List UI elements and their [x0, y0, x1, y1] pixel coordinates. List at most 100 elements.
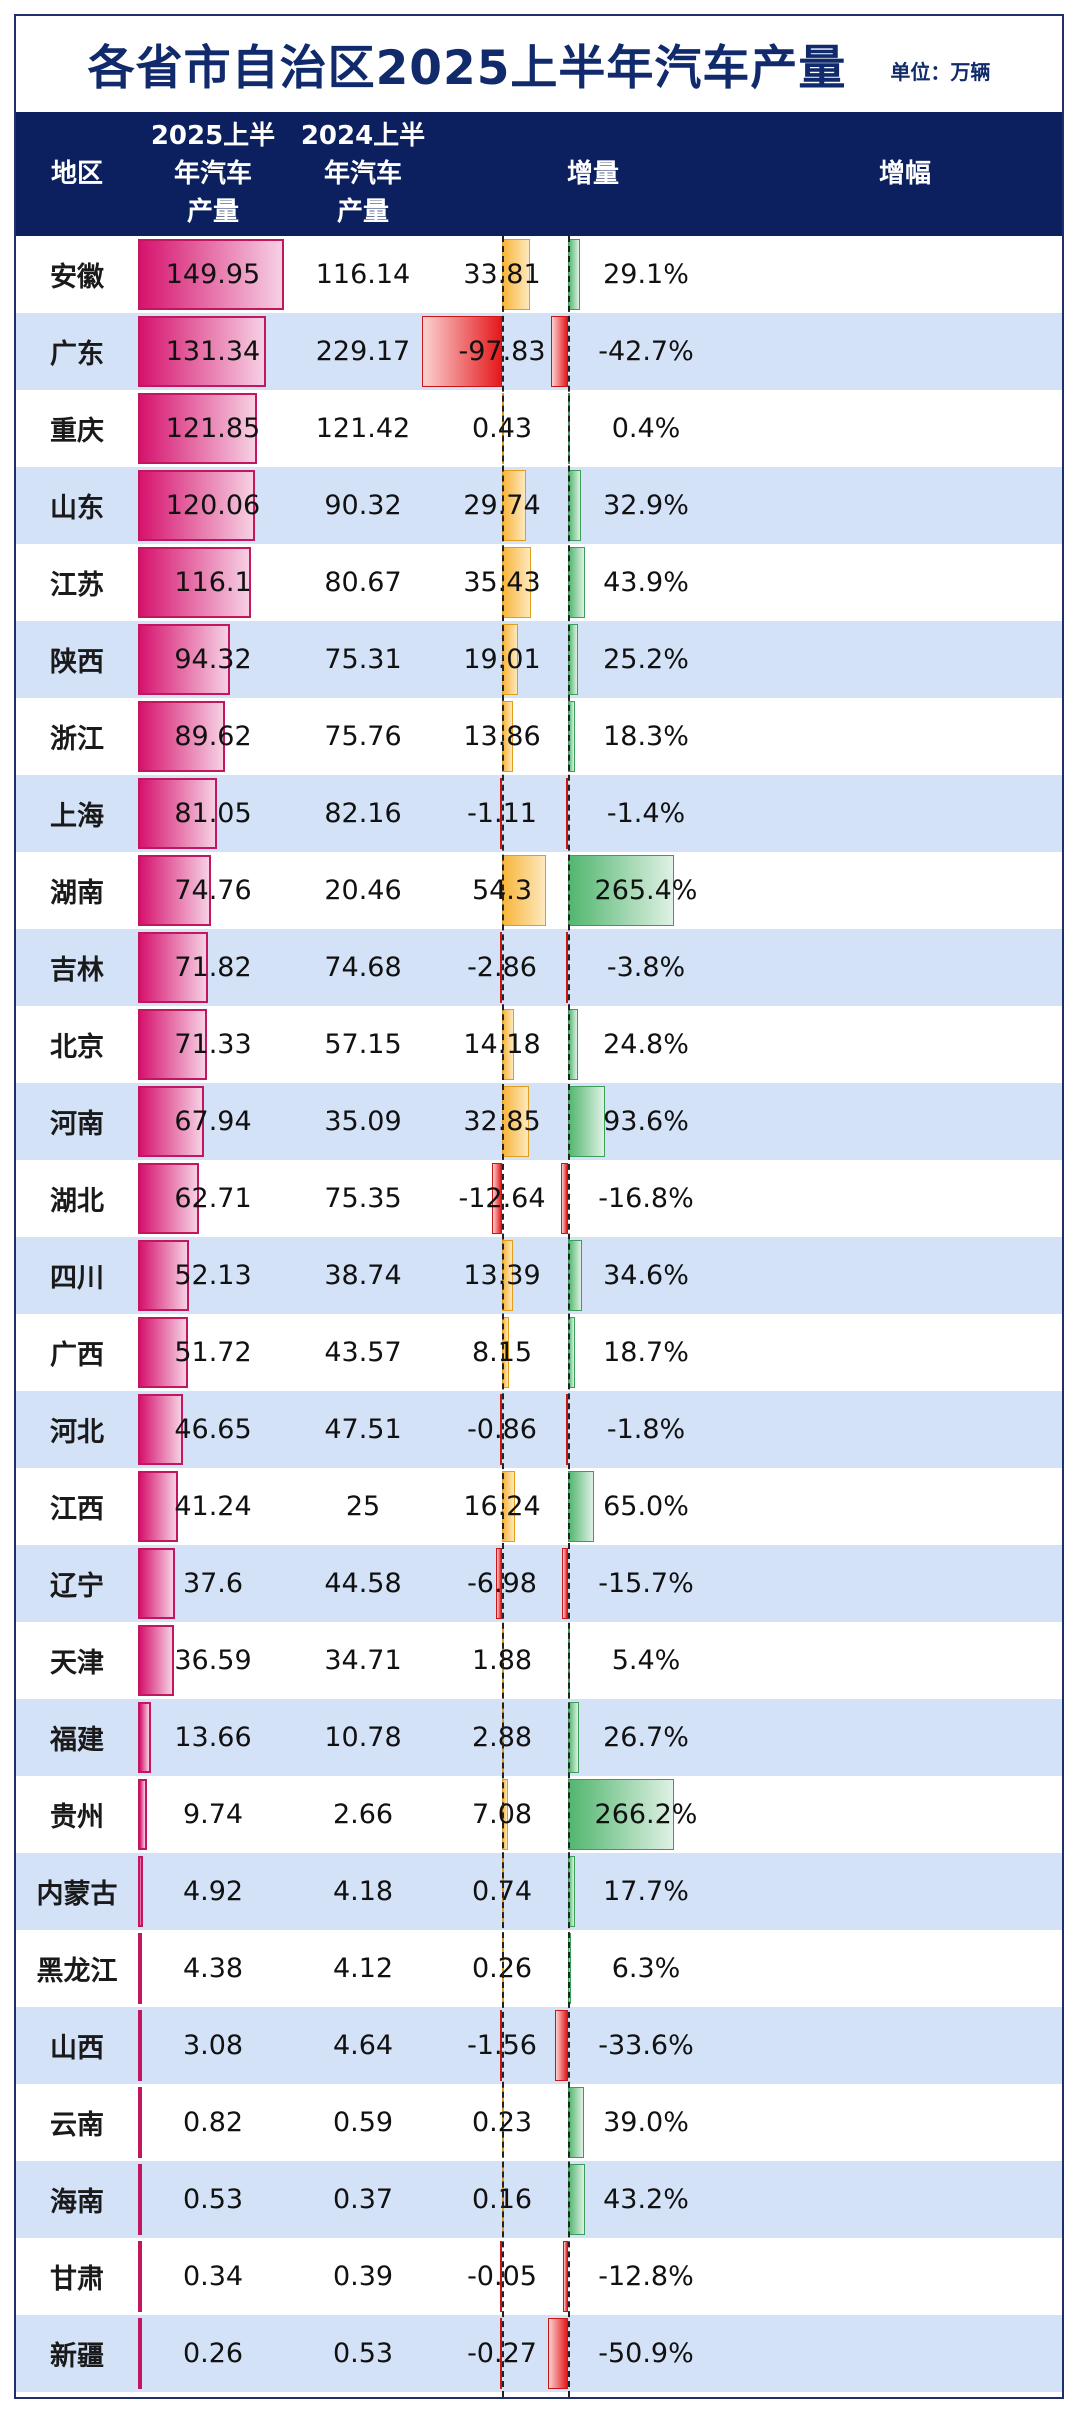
production-2025-value: 9.74 — [182, 1799, 244, 1830]
production-2024-value: 75.76 — [324, 721, 402, 752]
growth-bar — [491, 1163, 502, 1234]
production-2025-bar — [138, 1702, 152, 1773]
growth-rate-value: 266.2% — [594, 1799, 698, 1830]
production-2024-value: 44.58 — [324, 1568, 402, 1599]
growth-rate-value: 265.4% — [594, 875, 698, 906]
growth-value: 32.85 — [463, 1106, 541, 1137]
growth-bar — [496, 1548, 502, 1619]
production-2025-bar — [138, 1086, 205, 1157]
growth-rate-bar — [568, 1779, 674, 1850]
growth-bar — [422, 316, 502, 387]
growth-rate-bar — [566, 778, 568, 849]
growth-rate-value: 93.6% — [603, 1106, 689, 1137]
growth-rate-value: 43.2% — [603, 2184, 689, 2215]
production-2024-value: 35.09 — [324, 1106, 402, 1137]
production-2025-value: 36.59 — [174, 1645, 252, 1676]
region-cell: 浙江 — [50, 724, 104, 755]
header-2024: 2024上半年汽车 产量 — [288, 112, 438, 236]
production-2025-value: 71.82 — [174, 952, 252, 983]
production-2025-value: 74.76 — [174, 875, 252, 906]
production-2025-value: 120.06 — [165, 490, 261, 521]
production-2024-value: 4.12 — [332, 1953, 394, 1984]
region-cell: 四川 — [50, 1263, 104, 1294]
production-2025-value: 52.13 — [174, 1260, 252, 1291]
region-cell: 陕西 — [50, 647, 104, 678]
production-2024-value: 4.18 — [332, 1876, 394, 1907]
production-2024-value: 10.78 — [324, 1722, 402, 1753]
title-bar: 各省市自治区2025上半年汽车产量 单位：万辆 — [16, 16, 1062, 110]
table-row: 吉林 71.82 74.68 -2.86 -3.8% — [16, 929, 1062, 1006]
table-row: 山东 120.06 90.32 29.74 32.9% — [16, 467, 1062, 544]
production-2024-value: 43.57 — [324, 1337, 402, 1368]
growth-value: -97.83 — [458, 336, 546, 367]
production-2025-value: 94.32 — [174, 644, 252, 675]
production-2025-bar — [138, 701, 226, 772]
production-2024-value: 229.17 — [315, 336, 411, 367]
region-cell: 吉林 — [50, 955, 104, 986]
growth-rate-bar — [566, 1394, 568, 1465]
production-2025-bar — [138, 316, 266, 387]
table-row: 湖北 62.71 75.35 -12.64 -16.8% — [16, 1160, 1062, 1237]
production-2025-bar — [138, 1317, 189, 1388]
production-2025-bar — [138, 1163, 200, 1234]
header-2025-line2: 产量 — [186, 197, 239, 227]
growth-rate-bar — [554, 2010, 568, 2081]
header-rate-label: 增幅 — [878, 159, 931, 189]
table-frame: 各省市自治区2025上半年汽车产量 单位：万辆 地区 2025上半年汽车 产量 … — [14, 14, 1064, 2399]
growth-rate-value: 26.7% — [603, 1722, 689, 1753]
production-2025-value: 37.6 — [182, 1568, 244, 1599]
growth-rate-bar — [561, 1163, 568, 1234]
production-2025-bar — [138, 470, 255, 541]
region-cell: 内蒙古 — [36, 1879, 118, 1910]
table-row: 湖南 74.76 20.46 54.3 265.4% — [16, 852, 1062, 929]
table-row: 江西 41.24 25 16.24 65.0% — [16, 1468, 1062, 1545]
production-2025-value: 81.05 — [174, 798, 252, 829]
production-2025-bar — [138, 1471, 179, 1542]
production-2025-bar — [138, 855, 211, 926]
table-row: 上海 81.05 82.16 -1.11 -1.4% — [16, 775, 1062, 852]
production-2025-bar — [138, 778, 217, 849]
table-row: 海南 0.53 0.37 0.16 43.2% — [16, 2161, 1062, 2238]
region-cell: 江西 — [50, 1494, 104, 1525]
production-2024-value: 2.66 — [332, 1799, 394, 1830]
header-region-label: 地区 — [50, 159, 103, 189]
table-row: 辽宁 37.6 44.58 -6.98 -15.7% — [16, 1545, 1062, 1622]
production-2025-bar — [138, 1548, 175, 1619]
header-growth-label: 增量 — [566, 159, 619, 189]
growth-rate-value: 43.9% — [603, 567, 689, 598]
region-cell: 河南 — [50, 1109, 104, 1140]
table-row: 四川 52.13 38.74 13.39 34.6% — [16, 1237, 1062, 1314]
production-2025-value: 71.33 — [174, 1029, 252, 1060]
region-cell: 海南 — [50, 2187, 104, 2218]
growth-bar — [500, 1394, 502, 1465]
table-row: 浙江 89.62 75.76 13.86 18.3% — [16, 698, 1062, 775]
production-2025-bar — [138, 1779, 148, 1850]
production-2025-value: 89.62 — [174, 721, 252, 752]
table-row: 新疆 0.26 0.53 -0.27 -50.9% — [16, 2315, 1062, 2392]
production-2025-value: 0.26 — [182, 2338, 244, 2369]
production-2025-value: 51.72 — [174, 1337, 252, 1368]
growth-value: 13.86 — [463, 721, 541, 752]
table-row: 天津 36.59 34.71 1.88 5.4% — [16, 1622, 1062, 1699]
region-cell: 江苏 — [50, 570, 104, 601]
region-cell: 山西 — [50, 2033, 104, 2064]
production-2025-value: 41.24 — [174, 1491, 252, 1522]
production-2024-value: 4.64 — [332, 2030, 394, 2061]
production-2025-value: 0.53 — [182, 2184, 244, 2215]
growth-rate-bar — [550, 316, 568, 387]
production-2024-value: 57.15 — [324, 1029, 402, 1060]
growth-rate-value: -15.7% — [598, 1568, 694, 1599]
production-2025-bar — [138, 624, 230, 695]
growth-rate-value: 24.8% — [603, 1029, 689, 1060]
production-2025-bar — [138, 2010, 142, 2081]
production-2025-value: 46.65 — [174, 1414, 252, 1445]
growth-bar — [500, 2318, 502, 2389]
table-row: 河北 46.65 47.51 -0.86 -1.8% — [16, 1391, 1062, 1468]
table-row: 广西 51.72 43.57 8.15 18.7% — [16, 1314, 1062, 1391]
growth-value: 16.24 — [463, 1491, 541, 1522]
region-cell: 广东 — [50, 339, 104, 370]
region-cell: 上海 — [50, 801, 104, 832]
table-header: 地区 2025上半年汽车 产量 2024上半年汽车 产量 增量 增幅 — [16, 112, 1062, 236]
production-2024-value: 74.68 — [324, 952, 402, 983]
production-2025-value: 13.66 — [174, 1722, 252, 1753]
